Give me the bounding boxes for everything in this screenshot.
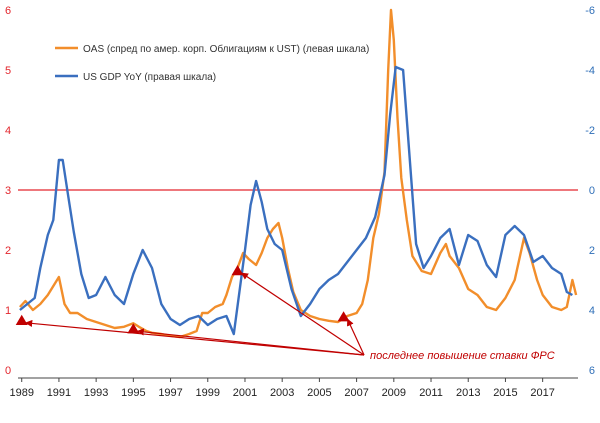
series-oas-line xyxy=(19,8,578,339)
y-left-tick-label: 1 xyxy=(5,305,11,317)
y-left-tick-label: 0 xyxy=(5,365,11,377)
fed-hike-marker xyxy=(337,311,350,322)
x-tick-label: 2003 xyxy=(270,387,294,399)
annotation-arrow xyxy=(136,328,365,356)
y-left-tick-label: 3 xyxy=(5,185,11,197)
legend-gdp-label: US GDP YoY (правая шкала) xyxy=(83,72,216,83)
x-tick-label: 2007 xyxy=(344,387,368,399)
x-tick-label: 2013 xyxy=(456,387,480,399)
annotation-text: последнее повышение ставки ФРС xyxy=(370,350,555,362)
x-tick-label: 2005 xyxy=(307,387,331,399)
x-tick-label: 1989 xyxy=(9,387,33,399)
x-tick-label: 2017 xyxy=(530,387,554,399)
y-left-tick-label: 2 xyxy=(5,245,11,257)
x-tick-label: 1995 xyxy=(121,387,145,399)
fed-hike-marker xyxy=(127,323,140,334)
y-right-tick-label: -6 xyxy=(585,5,595,17)
fed-hike-marker xyxy=(15,314,28,325)
x-tick-label: 2001 xyxy=(233,387,257,399)
legend-oas-label: OAS (спред по амер. корп. Облигациям к U… xyxy=(83,43,369,55)
x-tick-label: 1997 xyxy=(158,387,182,399)
y-right-tick-label: 0 xyxy=(589,185,595,197)
x-tick-label: 2011 xyxy=(419,387,443,399)
axis-layer: 1989 1991 1993 1995 1997 1999 2001 2003 2005 2007… xyxy=(5,5,595,399)
y-right-tick-label: -2 xyxy=(585,125,595,137)
y-right-tick-label: 2 xyxy=(589,245,595,257)
x-tick-label: 1999 xyxy=(196,387,220,399)
y-right-tick-label: 6 xyxy=(589,365,595,377)
legend: OAS (спред по амер. корп. Облигациям к U… xyxy=(55,43,369,83)
x-tick-label: 1991 xyxy=(47,387,71,399)
y-right-tick-label: -4 xyxy=(585,65,595,77)
marker-layer xyxy=(15,265,365,356)
x-tick-label: 2009 xyxy=(382,387,406,399)
x-tick-label: 2015 xyxy=(493,387,517,399)
fed-hike-marker xyxy=(231,265,244,276)
y-left-tick-label: 5 xyxy=(5,65,11,77)
annotation-arrow xyxy=(347,318,365,356)
y-left-tick-label: 6 xyxy=(5,5,11,17)
annotation-arrow xyxy=(240,272,365,356)
y-left-tick-label: 4 xyxy=(5,125,11,137)
x-tick-label: 1993 xyxy=(84,387,108,399)
series-layer xyxy=(19,8,578,339)
series-gdp-line xyxy=(19,65,573,336)
y-right-tick-label: 4 xyxy=(589,305,595,317)
